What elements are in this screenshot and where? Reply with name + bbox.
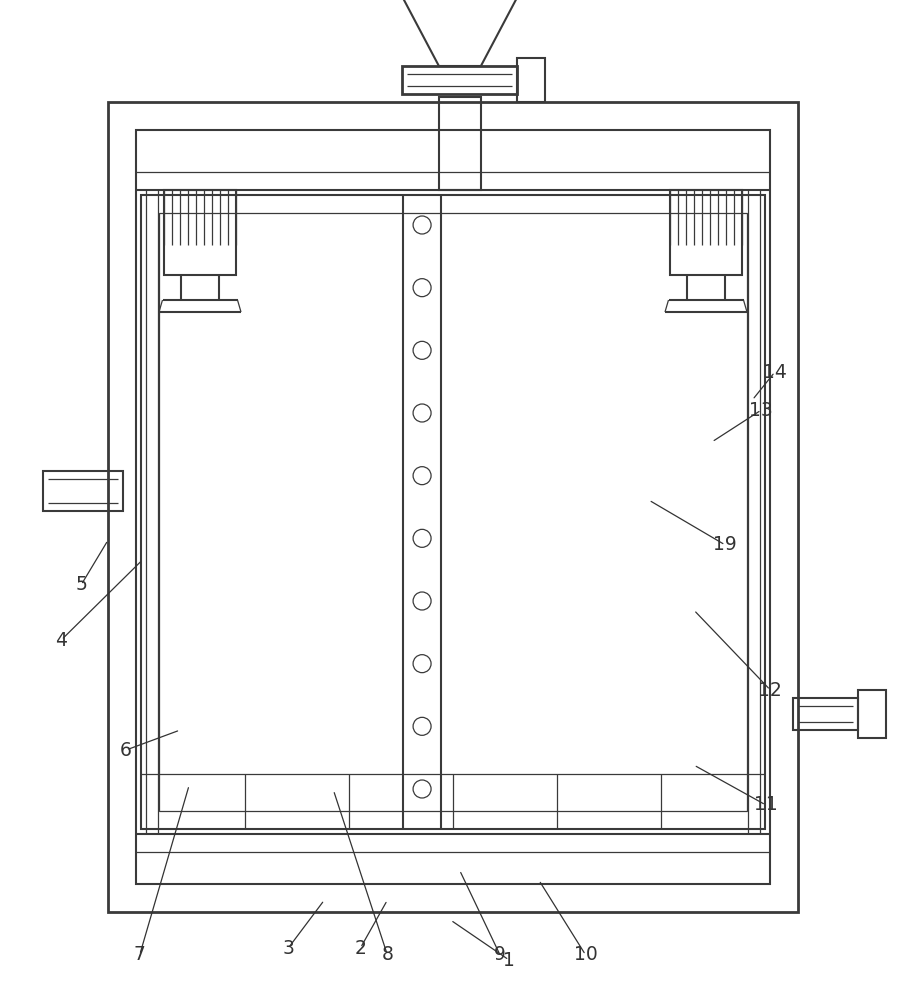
Text: 13: 13 [750,400,773,420]
Text: 19: 19 [714,536,737,554]
Bar [670,190,742,275]
Bar [164,190,236,275]
Text: 14: 14 [763,362,787,381]
Bar [793,698,858,730]
Bar [517,58,545,102]
Bar [403,66,517,94]
Bar [159,213,747,811]
Bar [439,97,481,190]
Bar [43,471,123,511]
Bar [858,690,886,738]
Bar [136,130,770,884]
Bar [141,195,765,829]
Text: 7: 7 [133,946,146,964]
Text: 9: 9 [494,946,506,964]
Text: 3: 3 [282,938,295,958]
Text: 10: 10 [574,946,597,964]
Text: 12: 12 [759,680,782,700]
Text: 4: 4 [55,631,68,650]
Bar [108,102,798,912]
Text: 2: 2 [354,938,367,958]
Text: 11: 11 [754,796,778,814]
Text: 6: 6 [120,740,132,760]
Text: 8: 8 [381,946,394,964]
Text: 1: 1 [503,950,515,970]
Text: 5: 5 [75,576,87,594]
